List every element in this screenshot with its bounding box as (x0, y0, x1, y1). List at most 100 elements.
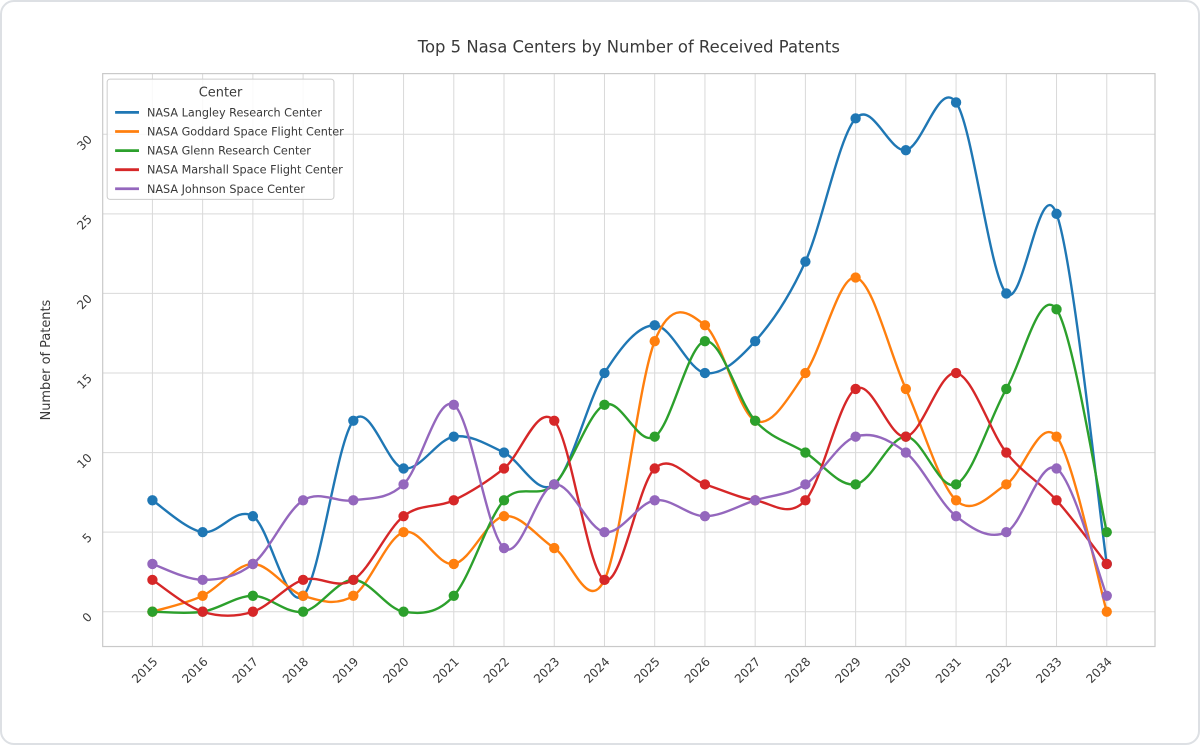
x-tick-label: 2021 (431, 655, 462, 686)
x-axis-tick-labels: 2015 2016 2017 2018 2019 2020 2021 2022 2023 2024… (129, 655, 1115, 686)
data-point-nasa-johnson-space-center (1001, 526, 1012, 538)
y-tick-label: 20 (74, 292, 95, 313)
data-point-nasa-johnson-space-center (197, 574, 208, 586)
data-point-nasa-johnson-space-center (398, 479, 409, 490)
series-line-nasa-glenn-research-center (151, 303, 1108, 615)
data-point-nasa-glenn-research-center (297, 606, 309, 617)
data-point-nasa-glenn-research-center (749, 415, 761, 426)
data-point-nasa-goddard-space-flight-center (448, 558, 459, 570)
data-point-nasa-johnson-space-center (147, 558, 158, 570)
data-point-nasa-johnson-space-center (348, 495, 359, 506)
data-point-nasa-glenn-research-center (1051, 304, 1062, 315)
data-point-nasa-johnson-space-center (1051, 463, 1062, 474)
series-line-nasa-goddard-space-flight-center (151, 276, 1108, 613)
data-point-nasa-glenn-research-center (649, 431, 660, 442)
data-point-nasa-goddard-space-flight-center (850, 272, 861, 283)
x-tick-label: 2022 (481, 655, 512, 686)
data-point-nasa-langley-research-center (348, 415, 359, 426)
data-point-nasa-marshall-space-flight-center (900, 431, 912, 442)
data-point-nasa-glenn-research-center (950, 479, 962, 490)
y-axis-label: Number of Patents (39, 299, 54, 420)
plot-border (102, 73, 1156, 648)
x-tick-label: 2029 (832, 655, 863, 686)
x-tick-label: 2019 (330, 655, 361, 686)
data-point-nasa-johnson-space-center (1101, 590, 1112, 601)
data-point-nasa-goddard-space-flight-center (498, 511, 510, 522)
x-tick-label: 2025 (631, 655, 662, 686)
data-point-nasa-johnson-space-center (297, 495, 309, 506)
x-tick-label: 2017 (230, 655, 261, 686)
data-point-nasa-glenn-research-center (247, 590, 259, 601)
data-point-nasa-johnson-space-center (448, 399, 459, 410)
data-point-nasa-goddard-space-flight-center (1001, 479, 1012, 490)
x-tick-label: 2034 (1083, 655, 1114, 686)
data-point-nasa-goddard-space-flight-center (900, 383, 912, 395)
y-tick-label: 25 (74, 212, 95, 233)
data-point-nasa-langley-research-center (749, 335, 761, 347)
data-point-nasa-langley-research-center (247, 511, 259, 522)
data-point-nasa-johnson-space-center (549, 479, 560, 490)
data-point-nasa-glenn-research-center (448, 590, 459, 601)
data-point-nasa-glenn-research-center (1001, 383, 1012, 395)
x-tick-label: 2028 (782, 655, 813, 686)
legend-title: Center (199, 85, 243, 100)
data-point-nasa-marshall-space-flight-center (699, 479, 711, 490)
data-point-nasa-langley-research-center (649, 320, 660, 331)
y-tick-label: 15 (74, 371, 95, 392)
data-point-nasa-langley-research-center (1051, 208, 1062, 220)
data-point-nasa-glenn-research-center (850, 479, 861, 490)
data-point-nasa-glenn-research-center (1101, 526, 1112, 538)
legend-item-label: NASA Glenn Research Center (147, 145, 311, 158)
data-point-nasa-marshall-space-flight-center (197, 606, 208, 617)
series-layer (147, 96, 1112, 617)
x-tick-label: 2030 (883, 655, 914, 686)
data-point-nasa-marshall-space-flight-center (950, 367, 962, 379)
series-line-nasa-marshall-space-flight-center (151, 371, 1108, 617)
data-point-nasa-marshall-space-flight-center (1101, 558, 1112, 570)
data-point-nasa-johnson-space-center (247, 558, 259, 570)
data-point-nasa-glenn-research-center (498, 495, 510, 506)
x-tick-label: 2027 (732, 655, 763, 686)
data-point-nasa-langley-research-center (800, 256, 811, 267)
data-point-nasa-langley-research-center (850, 113, 861, 124)
data-point-nasa-goddard-space-flight-center (1051, 431, 1062, 442)
x-tick-label: 2023 (531, 655, 562, 686)
data-point-nasa-marshall-space-flight-center (599, 574, 610, 586)
data-point-nasa-goddard-space-flight-center (297, 590, 309, 601)
data-point-nasa-johnson-space-center (850, 431, 861, 442)
data-point-nasa-marshall-space-flight-center (448, 495, 459, 506)
data-point-nasa-johnson-space-center (649, 495, 660, 506)
data-point-nasa-marshall-space-flight-center (147, 574, 158, 586)
data-point-nasa-johnson-space-center (950, 511, 962, 522)
x-tick-label: 2032 (983, 655, 1014, 686)
x-tick-label: 2020 (380, 655, 411, 686)
data-point-nasa-goddard-space-flight-center (800, 367, 811, 379)
y-tick-label: 0 (80, 610, 95, 625)
data-point-nasa-marshall-space-flight-center (247, 606, 259, 617)
y-axis-tick-labels: 0 5 10 15 20 25 30 (74, 132, 95, 625)
legend-item-label: NASA Langley Research Center (147, 106, 322, 119)
data-point-nasa-marshall-space-flight-center (649, 463, 660, 474)
data-point-nasa-glenn-research-center (800, 447, 811, 458)
data-point-nasa-johnson-space-center (699, 511, 711, 522)
data-point-nasa-johnson-space-center (749, 495, 761, 506)
data-point-nasa-langley-research-center (197, 526, 208, 538)
data-point-nasa-marshall-space-flight-center (800, 495, 811, 506)
x-tick-label: 2018 (280, 655, 311, 686)
data-point-nasa-goddard-space-flight-center (699, 320, 711, 331)
legend-box (106, 78, 335, 200)
data-point-nasa-goddard-space-flight-center (1101, 606, 1112, 617)
series-line-nasa-langley-research-center (151, 96, 1108, 599)
data-point-nasa-marshall-space-flight-center (297, 574, 309, 586)
data-point-nasa-glenn-research-center (699, 335, 711, 347)
data-point-nasa-johnson-space-center (800, 479, 811, 490)
x-tick-label: 2024 (581, 655, 612, 686)
data-point-nasa-johnson-space-center (900, 447, 912, 458)
data-point-nasa-langley-research-center (699, 367, 711, 379)
x-tick-label: 2031 (933, 655, 964, 686)
data-point-nasa-goddard-space-flight-center (197, 590, 208, 601)
legend-item-label: NASA Goddard Space Flight Center (147, 125, 344, 138)
legend-item-label: NASA Johnson Space Center (147, 183, 305, 196)
data-point-nasa-goddard-space-flight-center (398, 526, 409, 538)
